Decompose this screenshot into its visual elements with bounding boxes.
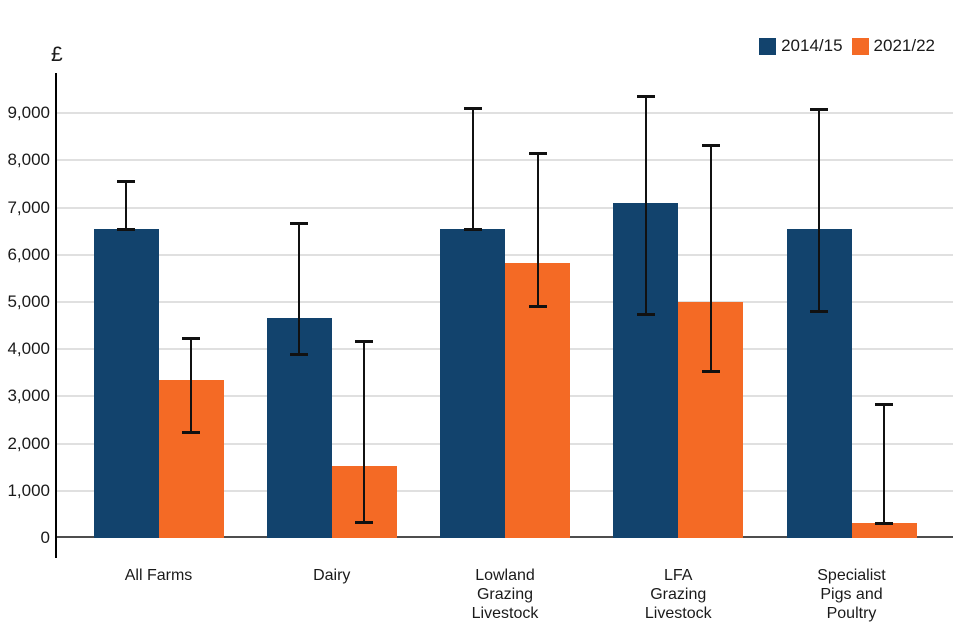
y-tick-label-7000: 7,000	[7, 197, 50, 217]
error-bar-stem-2014-15-dairy	[298, 222, 301, 354]
y-tick-label-8000: 8,000	[7, 150, 50, 170]
y-tick-label-1000: 1,000	[7, 480, 50, 500]
y-tick-label-0: 0	[40, 528, 50, 547]
error-bar-lower-cap-2021-22-lfa-grazing-livestock	[701, 370, 720, 374]
gridline-9000	[57, 112, 953, 115]
category-label-lowland-grazing-livestock: Lowland Grazing Livestock	[471, 567, 539, 622]
legend-swatch-2014-15	[759, 37, 777, 55]
legend-label-2021-22: 2021/22	[873, 36, 935, 55]
error-bar-stem-2014-15-lowland-grazing-livestock	[471, 107, 474, 229]
error-bar-stem-2014-15-all-farms	[125, 180, 127, 229]
bar-2014-15-lowland-grazing-livestock	[440, 228, 505, 538]
error-bar-upper-cap-2021-22-dairy	[355, 340, 374, 344]
y-axis-unit-label: £	[51, 43, 63, 66]
error-bar-lower-cap-2021-22-dairy	[355, 521, 374, 525]
bar-2021-22-specialist-pigs-and-poultry	[851, 522, 917, 538]
legend-label-2014-15: 2014/15	[781, 36, 843, 55]
error-bar-lower-cap-2014-15-all-farms	[117, 227, 135, 231]
error-bar-upper-cap-2014-15-all-farms	[117, 179, 135, 183]
legend-swatch-2021-22	[851, 37, 869, 55]
error-bar-lower-cap-2021-22-specialist-pigs-and-poultry	[875, 521, 893, 525]
y-axis-line	[55, 73, 57, 558]
error-bar-lower-cap-2014-15-dairy	[290, 352, 309, 356]
error-bar-stem-2014-15-lfa-grazing-livestock	[644, 96, 647, 314]
category-label-specialist-pigs-and-poultry: Specialist Pigs and Poultry	[817, 567, 886, 622]
error-bar-lower-cap-2021-22-all-farms	[182, 430, 200, 434]
error-bar-upper-cap-2014-15-lfa-grazing-livestock	[636, 95, 655, 99]
category-label-lfa-grazing-livestock: LFA Grazing Livestock	[644, 567, 712, 622]
legend-item-2021-22: 2021/22	[851, 36, 935, 56]
bar-2014-15-all-farms	[93, 228, 159, 538]
error-bar-lower-cap-2014-15-lowland-grazing-livestock	[463, 227, 482, 231]
y-tick-label-6000: 6,000	[7, 244, 50, 264]
error-bar-lower-cap-2014-15-specialist-pigs-and-poultry	[810, 310, 828, 314]
gridline-7000	[57, 206, 953, 209]
error-bar-upper-cap-2014-15-dairy	[290, 221, 309, 225]
y-tick-label-4000: 4,000	[7, 339, 50, 359]
error-bar-stem-2021-22-all-farms	[190, 338, 192, 432]
gridline-6000	[57, 253, 953, 256]
chart-legend: 2014/15 2021/22	[759, 36, 935, 56]
y-tick-label-2000: 2,000	[7, 433, 50, 453]
error-bar-upper-cap-2021-22-all-farms	[182, 337, 200, 341]
legend-item-2014-15: 2014/15	[759, 36, 843, 56]
category-label-dairy: Dairy	[313, 567, 351, 584]
error-bar-stem-2021-22-lowland-grazing-livestock	[536, 152, 539, 307]
error-bar-stem-2021-22-lfa-grazing-livestock	[709, 144, 712, 372]
error-bar-upper-cap-2021-22-lfa-grazing-livestock	[701, 143, 720, 147]
y-tick-label-9000: 9,000	[7, 103, 50, 123]
error-bar-lower-cap-2014-15-lfa-grazing-livestock	[636, 312, 655, 316]
bar-2021-22-lowland-grazing-livestock	[505, 263, 570, 538]
y-tick-label-3000: 3,000	[7, 386, 50, 406]
error-bar-upper-cap-2014-15-lowland-grazing-livestock	[463, 106, 482, 110]
y-tick-label-5000: 5,000	[7, 291, 50, 311]
error-bar-stem-2021-22-dairy	[363, 341, 366, 523]
category-label-all-farms: All Farms	[124, 567, 193, 584]
gridline-8000	[57, 159, 953, 162]
error-bar-stem-2014-15-specialist-pigs-and-poultry	[818, 109, 820, 312]
error-bar-upper-cap-2014-15-specialist-pigs-and-poultry	[810, 108, 828, 112]
error-bar-stem-2021-22-specialist-pigs-and-poultry	[883, 403, 885, 523]
error-bar-lower-cap-2021-22-lowland-grazing-livestock	[528, 305, 547, 309]
error-bar-upper-cap-2021-22-specialist-pigs-and-poultry	[875, 402, 893, 406]
error-bar-upper-cap-2021-22-lowland-grazing-livestock	[528, 151, 547, 155]
